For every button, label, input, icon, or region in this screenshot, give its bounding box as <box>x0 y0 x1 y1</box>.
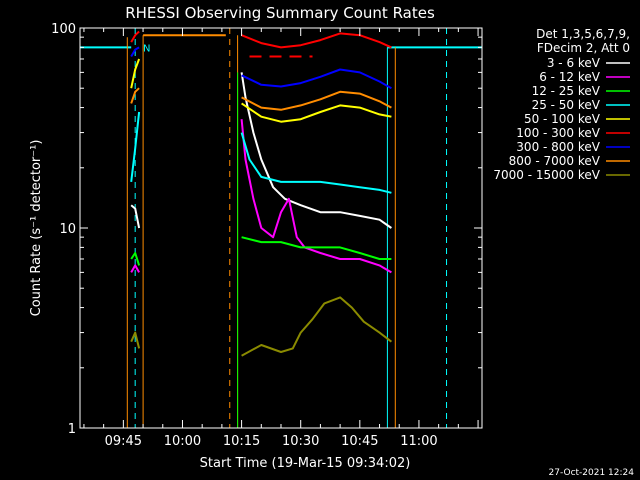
y-tick-label: 10 <box>59 222 76 237</box>
series-line-2-seg-1 <box>241 236 392 260</box>
series-line-4-seg-0 <box>130 58 141 89</box>
series-line-5-seg-1 <box>241 32 392 49</box>
y-tick-label: 100 <box>51 22 76 37</box>
x-tick-label: 10:15 <box>223 434 260 449</box>
series-line-1-seg-0 <box>130 264 140 273</box>
flag-label: N <box>143 43 150 54</box>
legend-label: 12 - 25 keV <box>532 84 601 98</box>
legend-label: 3 - 6 keV <box>547 56 601 70</box>
chart-title: RHESSI Observing Summary Count Rates <box>125 4 435 22</box>
x-tick-label: 11:00 <box>400 434 437 449</box>
series-line-6-seg-1 <box>241 68 392 90</box>
series-line-3-seg-0 <box>130 111 141 183</box>
series-line-7-seg-1 <box>241 90 392 111</box>
legend-label: 300 - 800 keV <box>516 140 600 154</box>
x-tick-label: 10:30 <box>282 434 319 449</box>
series-line-1-seg-1 <box>240 119 392 274</box>
x-tick-label: 10:45 <box>341 434 378 449</box>
series-line-0-seg-0 <box>130 204 141 229</box>
y-tick-label: 1 <box>68 422 76 437</box>
legend-label: 50 - 100 keV <box>524 112 601 126</box>
plot-area: N <box>80 28 482 428</box>
legend-header-line-1: Det 1,3,5,6,7,9, <box>536 27 630 41</box>
y-axis-label: Count Rate (s⁻¹ detector⁻¹) <box>29 140 44 317</box>
legend-label: 100 - 300 keV <box>516 126 600 140</box>
x-tick-label: 10:00 <box>164 434 201 449</box>
x-axis-label: Start Time (19-Mar-15 09:34:02) <box>200 456 411 471</box>
x-tick-label: 09:45 <box>105 434 142 449</box>
series-line-4-seg-1 <box>241 102 392 123</box>
axes: 09:45 10:00 10:15 10:30 10:45 11:00 1 10 100 <box>51 22 482 449</box>
series-line-3-seg-1 <box>240 132 392 194</box>
series-line-0-seg-1 <box>240 72 392 229</box>
legend-label: 800 - 7000 keV <box>509 154 601 168</box>
series-line-8-seg-1 <box>241 296 393 357</box>
legend-label: 6 - 12 keV <box>539 70 601 84</box>
series-line-2-seg-0 <box>130 252 141 266</box>
legend-header-line-2: FDecim 2, Att 0 <box>537 41 630 55</box>
series-line-7-seg-0 <box>130 87 140 104</box>
series-line-5-seg-0 <box>130 30 140 43</box>
series-line-6-seg-0 <box>130 46 140 58</box>
series-line-8-seg-0 <box>130 331 141 349</box>
footer-date: 27-Oct-2021 12:24 <box>549 468 635 478</box>
legend-label: 7000 - 15000 keV <box>493 168 600 182</box>
legend-label: 25 - 50 keV <box>532 98 601 112</box>
